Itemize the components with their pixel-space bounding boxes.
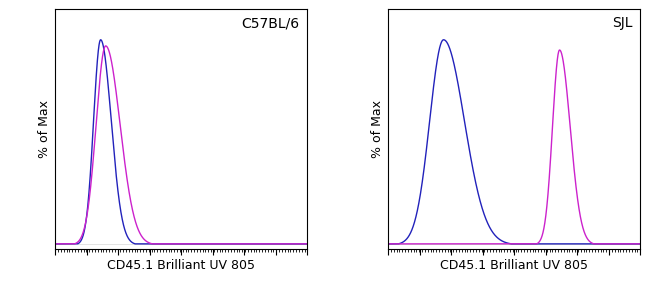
X-axis label: CD45.1 Brilliant UV 805: CD45.1 Brilliant UV 805: [440, 260, 588, 272]
Y-axis label: % of Max: % of Max: [38, 100, 51, 158]
X-axis label: CD45.1 Brilliant UV 805: CD45.1 Brilliant UV 805: [107, 260, 255, 272]
Text: C57BL/6: C57BL/6: [242, 16, 300, 30]
Text: SJL: SJL: [612, 16, 632, 30]
Y-axis label: % of Max: % of Max: [371, 100, 384, 158]
